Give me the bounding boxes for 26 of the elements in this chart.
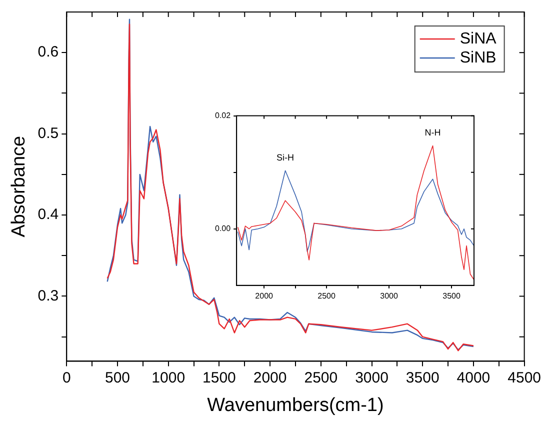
y-tick-label: 0.5 bbox=[38, 124, 59, 142]
x-tick-label: 4000 bbox=[456, 369, 490, 386]
x-tick-label: 2500 bbox=[304, 369, 338, 386]
legend-label: SiNA bbox=[460, 30, 497, 48]
x-tick-label: 2500 bbox=[318, 291, 336, 300]
y-tick-label: 0.02 bbox=[214, 111, 232, 120]
annotation: N-H bbox=[424, 128, 441, 138]
x-tick-label: 3500 bbox=[442, 291, 461, 300]
x-tick-label: 4500 bbox=[508, 369, 542, 386]
y-tick-label: 0.3 bbox=[38, 287, 59, 304]
y-tick-label: 0.4 bbox=[38, 206, 59, 224]
y-axis-title: Absorbance bbox=[8, 136, 30, 238]
y-tick-label: 0.00 bbox=[214, 224, 232, 234]
x-tick-label: 1000 bbox=[152, 369, 186, 386]
x-tick-label: 1500 bbox=[202, 369, 236, 386]
x-tick-label: 3000 bbox=[355, 369, 388, 386]
y-tick-label: 0.6 bbox=[38, 44, 59, 61]
annotation: Si-H bbox=[276, 152, 294, 163]
x-axis-title: Wavenumbers(cm-1) bbox=[207, 394, 384, 416]
x-tick-label: 2000 bbox=[253, 369, 287, 386]
x-tick-label: 3500 bbox=[406, 369, 440, 386]
x-tick-label: 2000 bbox=[255, 291, 274, 300]
x-tick-label: 500 bbox=[104, 369, 130, 386]
legend-label: SiNB bbox=[460, 49, 496, 66]
x-tick-label: 0 bbox=[62, 369, 71, 386]
x-tick-label: 3000 bbox=[380, 291, 398, 300]
